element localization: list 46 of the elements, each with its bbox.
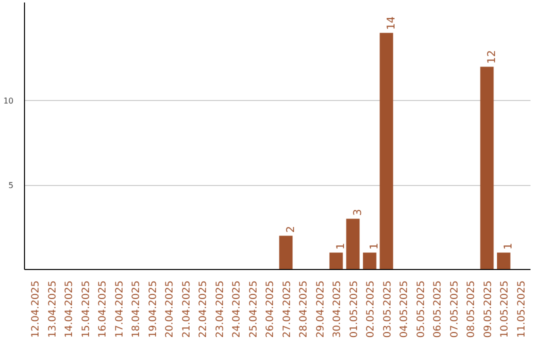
bar — [279, 236, 293, 270]
x-tick-label: 17.04.2025 — [114, 280, 126, 338]
x-tick-label: 25.04.2025 — [248, 280, 260, 338]
x-tick-label: 28.04.2025 — [298, 280, 310, 338]
x-tick-label: 19.04.2025 — [148, 280, 159, 338]
y-tick-label: 5 — [8, 181, 14, 190]
x-tick-label: 15.04.2025 — [80, 280, 92, 338]
x-tick-label: 20.04.2025 — [164, 280, 176, 338]
x-tick-label: 05.05.2025 — [416, 280, 427, 338]
x-tick-label: 21.04.2025 — [181, 280, 192, 338]
x-tick-label: 18.04.2025 — [131, 280, 142, 338]
x-tick-label: 08.05.2025 — [466, 280, 478, 338]
bar — [496, 252, 510, 270]
x-tick-label: 26.04.2025 — [265, 280, 276, 338]
x-tick-label: 29.04.2025 — [315, 280, 326, 338]
x-tick-label: 11.05.2025 — [516, 280, 528, 338]
x-tick-label: 02.05.2025 — [366, 280, 377, 338]
y-tick-label: 10 — [3, 96, 14, 106]
data-label: 3 — [350, 209, 364, 216]
data-label: 12 — [484, 50, 498, 64]
x-tick-label: 24.04.2025 — [232, 280, 243, 338]
x-tick-label: 16.04.2025 — [98, 280, 109, 338]
data-label: 1 — [368, 242, 381, 250]
x-tick-label: 14.04.2025 — [64, 280, 76, 338]
x-tick-label: 23.04.2025 — [214, 280, 226, 338]
x-tick-label: 27.04.2025 — [282, 280, 293, 338]
x-tick-label: 12.04.2025 — [30, 280, 42, 338]
bar — [362, 252, 376, 270]
x-tick-label: 30.04.2025 — [332, 280, 344, 338]
bar — [329, 252, 343, 270]
x-tick-label: 01.05.2025 — [348, 280, 360, 338]
data-label: 1 — [334, 242, 348, 250]
data-label: 14 — [384, 16, 398, 30]
x-tick-label: 03.05.2025 — [382, 280, 394, 338]
data-label: 2 — [284, 226, 297, 233]
x-tick-label: 06.05.2025 — [432, 280, 444, 338]
x-tick-label: 09.05.2025 — [482, 280, 494, 338]
x-tick-label: 10.05.2025 — [500, 280, 511, 338]
data-label: 1 — [502, 242, 515, 250]
x-tick-label: 13.04.2025 — [47, 280, 58, 338]
x-tick-label: 22.04.2025 — [198, 280, 210, 338]
bar — [380, 32, 394, 270]
bar — [480, 66, 494, 270]
x-tick-label: 04.05.2025 — [399, 280, 410, 338]
x-tick-label: 07.05.2025 — [449, 280, 460, 338]
bar — [346, 218, 360, 270]
